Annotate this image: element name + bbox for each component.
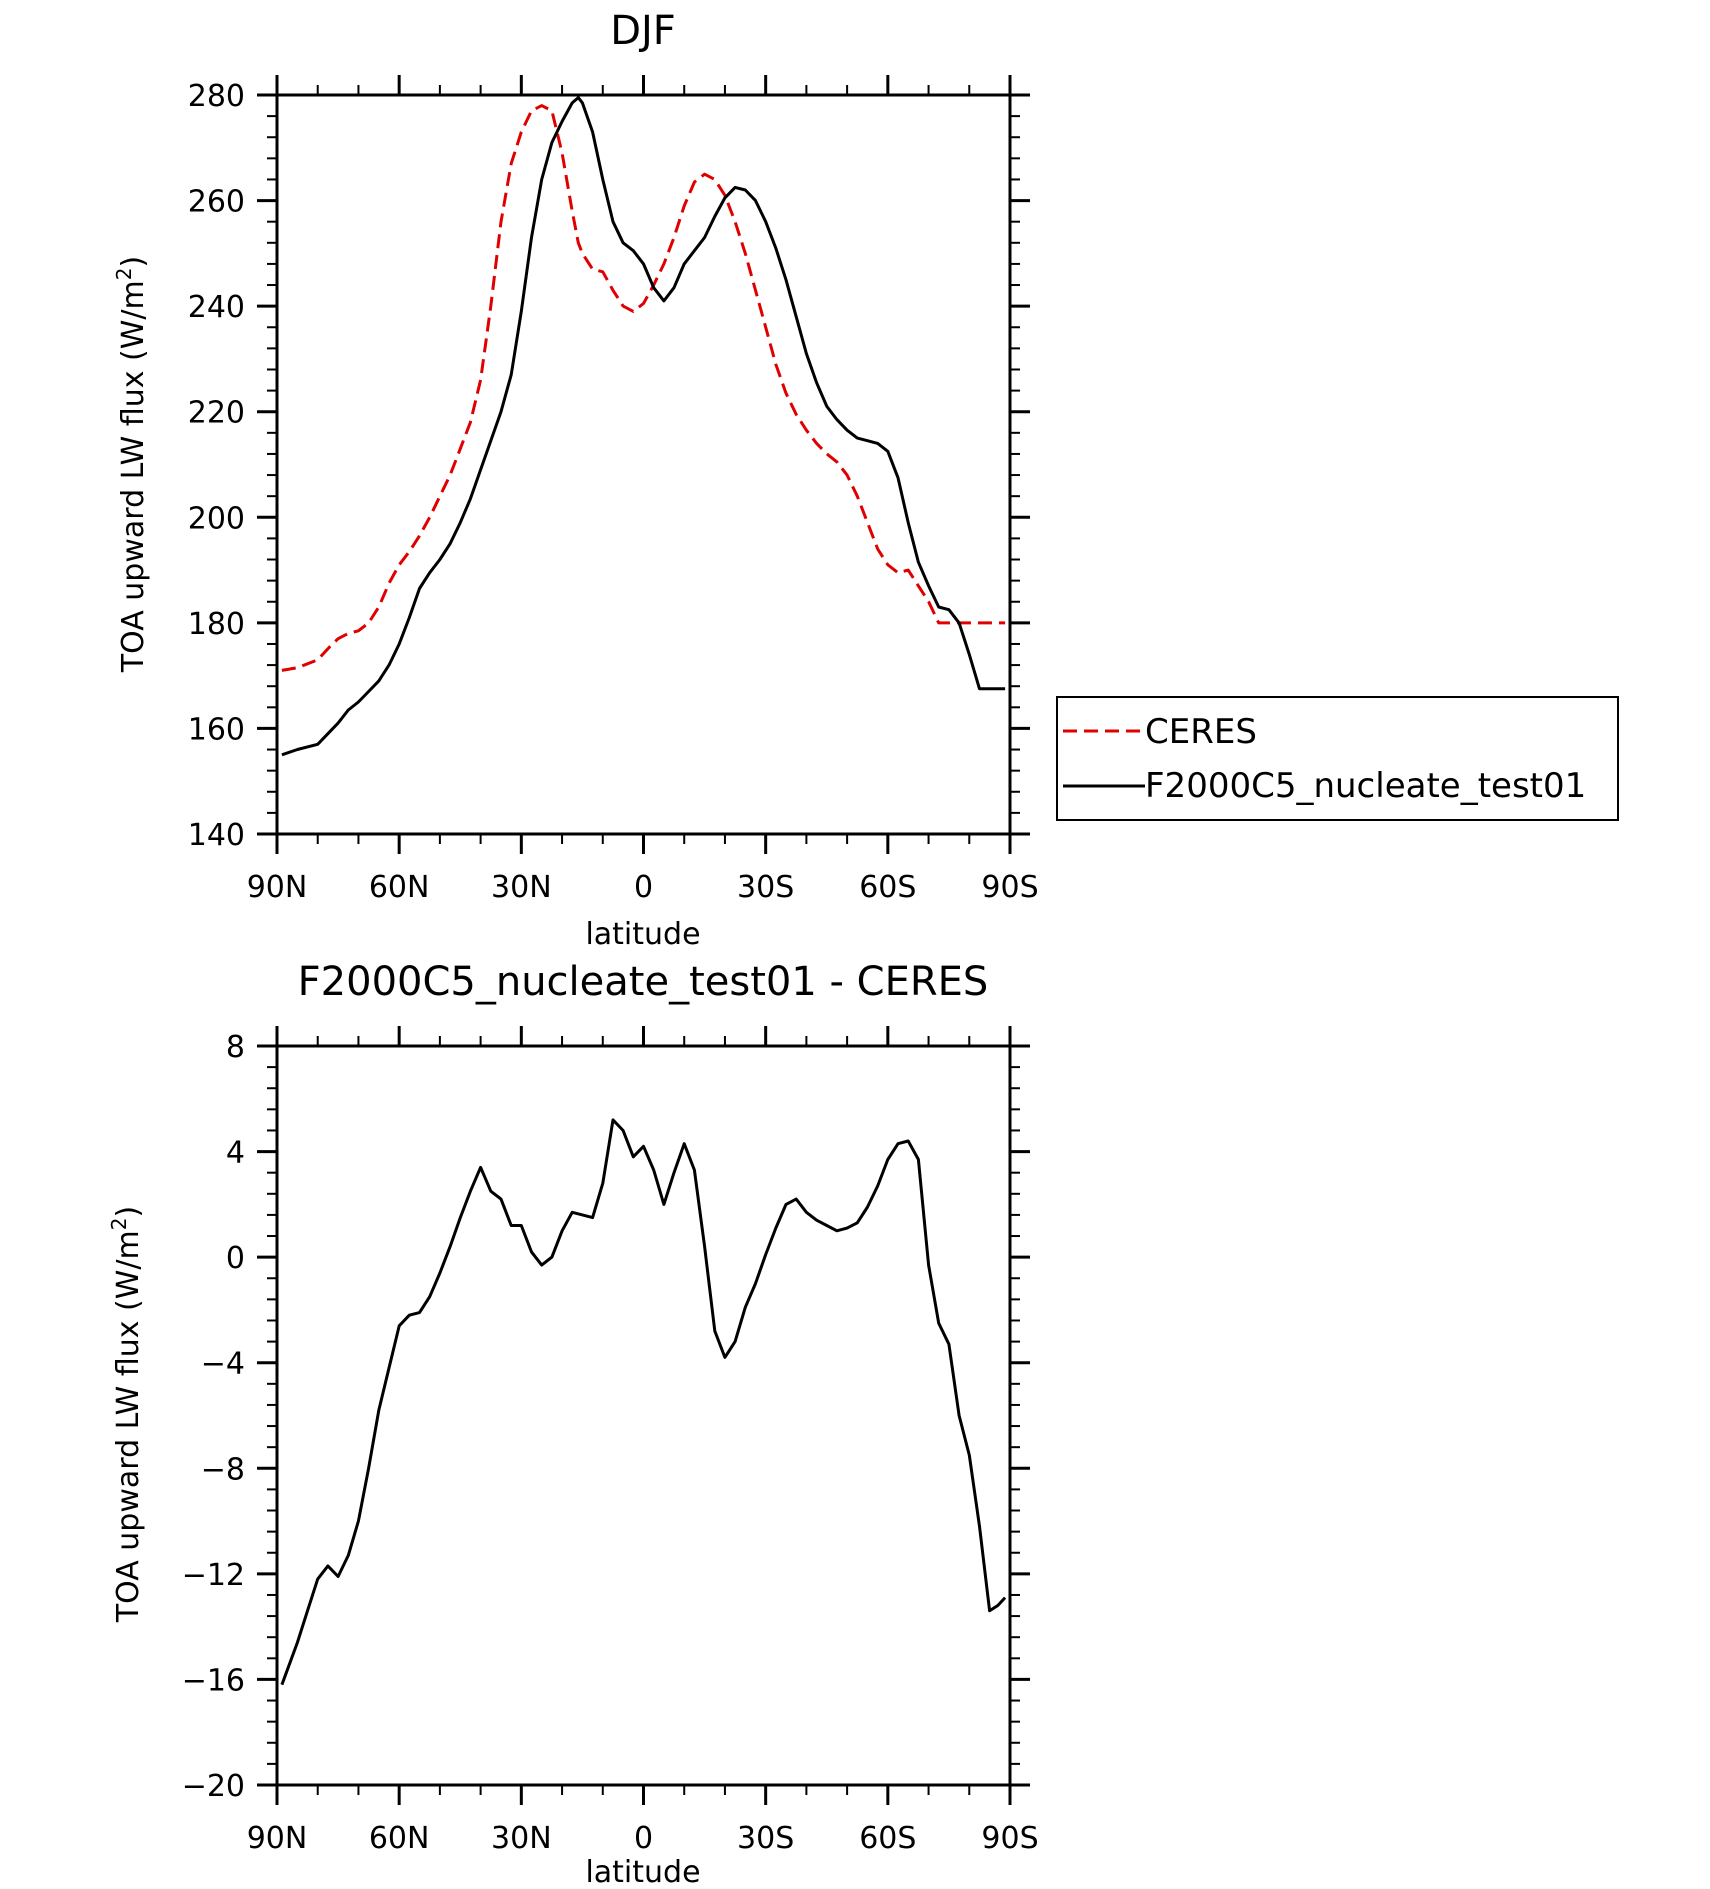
top-x-tick-label: 90N (247, 870, 308, 905)
top-y-axis-label: TOA upward LW flux (W/m2) (112, 256, 151, 673)
top-series-line-0 (281, 104, 1006, 672)
top-legend: CERES F2000C5_nucleate_test01 (1056, 696, 1619, 821)
bottom-panel: F2000C5_nucleate_test01 - CERES −20 −16 −1… (107, 959, 1039, 1889)
legend-label-model: F2000C5_nucleate_test01 (1145, 766, 1586, 806)
bottom-y-tick-label: 0 (226, 1241, 245, 1276)
top-x-tick-label: 90S (981, 870, 1038, 905)
bottom-y-tick-label: −4 (201, 1347, 245, 1382)
top-y-tick-label: 280 (188, 79, 245, 114)
top-y-tick-label: 200 (188, 501, 245, 536)
top-x-tick-label: 30N (491, 870, 552, 905)
bottom-chart-title: F2000C5_nucleate_test01 - CERES (298, 959, 989, 1005)
top-x-axis-label: latitude (585, 917, 700, 952)
bottom-x-tick-label: 30S (737, 1821, 794, 1856)
bottom-plot-frame (275, 1044, 1012, 1787)
top-chart-title: DJF (610, 8, 676, 54)
bottom-y-axis-label: TOA upward LW flux (W/m2) (107, 1206, 146, 1623)
top-x-tick-label: 0 (634, 870, 653, 905)
top-y-tick-label: 240 (188, 290, 245, 325)
top-x-tick-label: 60S (859, 870, 916, 905)
bottom-y-tick-label: 8 (226, 1030, 245, 1065)
bottom-x-tick-label: 60S (859, 1821, 916, 1856)
bottom-y-tick-label: −16 (182, 1663, 245, 1698)
bottom-x-tick-label: 30N (491, 1821, 552, 1856)
bottom-y-tick-label: −12 (182, 1558, 245, 1593)
legend-label-ceres: CERES (1145, 712, 1257, 752)
bottom-x-tick-label: 60N (369, 1821, 430, 1856)
top-plot-frame (275, 93, 1012, 836)
bottom-series-line-0 (280, 1118, 1007, 1686)
top-y-tick-label: 260 (188, 185, 245, 220)
top-y-tick-label: 160 (188, 712, 245, 747)
bottom-y-tick-label: 4 (226, 1136, 245, 1171)
bottom-x-axis-label: latitude (585, 1855, 700, 1889)
bottom-x-tick-label: 0 (634, 1821, 653, 1856)
bottom-y-tick-label: −8 (201, 1452, 245, 1487)
top-x-tick-label: 60N (369, 870, 430, 905)
top-y-tick-label: 140 (188, 818, 245, 853)
top-series-line-1 (281, 96, 1006, 757)
bottom-x-tick-label: 90N (247, 1821, 308, 1856)
top-panel: DJF 140 160 180 200 220 240 260 280 90N 60N 30N 0 3… (112, 8, 1619, 952)
bottom-x-tick-label: 90S (981, 1821, 1038, 1856)
top-y-tick-label: 220 (188, 396, 245, 431)
legend-box (1056, 696, 1619, 821)
bottom-y-tick-label: −20 (182, 1769, 245, 1804)
top-y-tick-label: 180 (188, 607, 245, 642)
top-x-tick-label: 30S (737, 870, 794, 905)
